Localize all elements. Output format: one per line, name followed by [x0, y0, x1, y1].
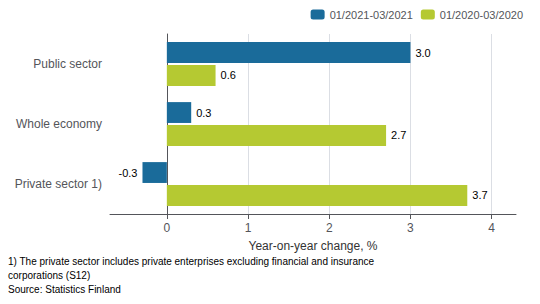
- svg-text:Year-on-year change, %: Year-on-year change, %: [249, 239, 378, 253]
- svg-text:01/2021-03/2021: 01/2021-03/2021: [330, 9, 413, 21]
- svg-text:corporations (S12): corporations (S12): [8, 270, 90, 281]
- svg-text:Public sector: Public sector: [33, 57, 102, 71]
- svg-text:2.7: 2.7: [391, 129, 406, 141]
- svg-text:3.0: 3.0: [415, 47, 430, 59]
- svg-text:Private sector 1): Private sector 1): [15, 177, 102, 191]
- svg-text:-0.3: -0.3: [119, 167, 138, 179]
- svg-text:2: 2: [326, 221, 333, 235]
- svg-text:1) The private sector includes: 1) The private sector includes private e…: [8, 256, 375, 267]
- svg-text:1: 1: [245, 221, 252, 235]
- svg-text:3: 3: [407, 221, 414, 235]
- svg-text:0.3: 0.3: [196, 107, 211, 119]
- svg-text:Source: Statistics Finland: Source: Statistics Finland: [8, 284, 121, 295]
- svg-text:3.7: 3.7: [472, 189, 487, 201]
- svg-text:01/2020-03/2020: 01/2020-03/2020: [440, 9, 523, 21]
- svg-text:Whole economy: Whole economy: [16, 117, 102, 131]
- svg-text:0: 0: [163, 221, 170, 235]
- svg-text:0.6: 0.6: [221, 69, 236, 81]
- svg-text:4: 4: [488, 221, 495, 235]
